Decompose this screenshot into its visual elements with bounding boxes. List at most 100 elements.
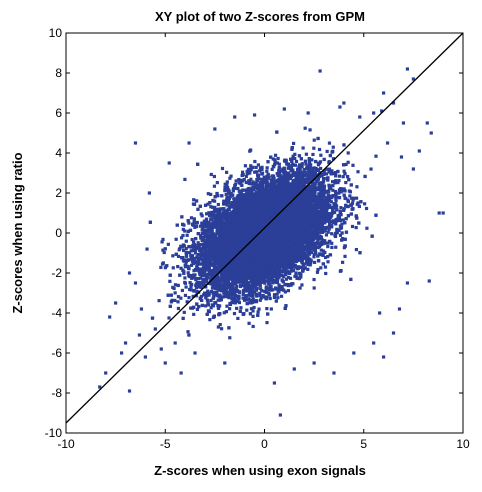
scatter-point [327, 167, 332, 171]
scatter-point [369, 167, 373, 171]
scatter-point [243, 164, 248, 168]
scatter-point [319, 266, 323, 270]
scatter-point [145, 247, 149, 251]
scatter-point [252, 305, 256, 310]
scatter-point [313, 173, 317, 177]
scatter-point [254, 170, 259, 174]
scatter-point [251, 180, 255, 184]
scatter-point [294, 159, 299, 164]
scatter-point [189, 263, 194, 267]
scatter-point [212, 174, 217, 179]
scatter-point [199, 294, 203, 299]
scatter-point [161, 237, 165, 242]
scatter-point [161, 248, 165, 252]
scatter-point [319, 153, 323, 157]
scatter-point [340, 222, 344, 226]
scatter-point [332, 194, 336, 198]
scatter-point [249, 177, 253, 181]
scatter-point [301, 194, 305, 198]
scatter-point [301, 146, 305, 150]
scatter-point [199, 243, 203, 247]
scatter-point [210, 205, 215, 209]
scatter-point [174, 237, 178, 241]
scatter-point [326, 254, 330, 259]
scatter-point [291, 268, 296, 272]
scatter-point [342, 208, 346, 212]
scatter-point [209, 205, 213, 209]
scatter-point [205, 298, 209, 302]
scatter-point [255, 186, 260, 191]
scatter-point [318, 171, 322, 175]
scatter-point [192, 217, 196, 221]
scatter-point [220, 219, 224, 223]
scatter-point [251, 285, 256, 289]
scatter-point [286, 275, 291, 280]
scatter-point [176, 306, 181, 311]
scatter-point [286, 289, 291, 293]
scatter-point [171, 266, 175, 270]
scatter-point [279, 294, 284, 298]
scatter-point [343, 254, 347, 258]
scatter-point [339, 206, 343, 210]
scatter-point [199, 234, 203, 238]
scatter-point [346, 151, 350, 155]
scatter-point [190, 282, 194, 287]
scatter-point [192, 312, 196, 316]
scatter-point [189, 216, 194, 220]
scatter-point [241, 296, 245, 300]
scatter-point [187, 221, 191, 225]
scatter-point [179, 266, 183, 270]
scatter-point [305, 257, 309, 261]
scatter-point [237, 177, 241, 182]
scatter-point [258, 293, 262, 298]
scatter-point [197, 246, 201, 250]
scatter-point [225, 196, 229, 200]
scatter-point [223, 182, 227, 186]
scatter-point [288, 276, 293, 280]
scatter-point [193, 225, 197, 229]
scatter-point [273, 162, 277, 167]
scatter-point [176, 254, 181, 258]
scatter-point [184, 254, 189, 258]
scatter-point [191, 261, 196, 266]
scatter-point [337, 191, 341, 195]
scatter-point [193, 260, 198, 264]
scatter-point [225, 170, 229, 174]
scatter-point [344, 162, 348, 167]
scatter-point [187, 295, 191, 300]
scatter-point [292, 141, 296, 145]
scatter-point [337, 178, 341, 183]
scatter-point [363, 202, 367, 206]
scatter-point [253, 159, 257, 164]
scatter-point [317, 192, 321, 196]
scatter-point [256, 163, 260, 167]
scatter-point [195, 307, 200, 311]
scatter-point [260, 172, 264, 176]
scatter-point [330, 241, 334, 245]
scatter-point [208, 318, 212, 322]
scatter-point [230, 300, 234, 305]
scatter-point [273, 160, 277, 164]
scatter-point [249, 298, 253, 303]
scatter-point [226, 186, 230, 190]
scatter-point [346, 160, 350, 164]
scatter-point [338, 224, 343, 228]
scatter-point [221, 295, 225, 299]
scatter-point [322, 198, 326, 203]
scatter-point [173, 298, 177, 303]
scatter-point [176, 264, 180, 269]
scatter-point [313, 260, 317, 264]
scatter-point [234, 179, 238, 183]
scatter-point [205, 280, 209, 284]
scatter-point [262, 178, 266, 182]
scatter-point [251, 324, 255, 329]
scatter-point [326, 241, 330, 245]
scatter-point [313, 228, 317, 232]
scatter-point [316, 267, 320, 272]
scatter-point [265, 169, 269, 173]
scatter-point [199, 276, 203, 280]
scatter-point [247, 321, 251, 325]
scatter-point [320, 238, 324, 242]
scatter-point [325, 149, 329, 154]
scatter-point [242, 188, 246, 192]
